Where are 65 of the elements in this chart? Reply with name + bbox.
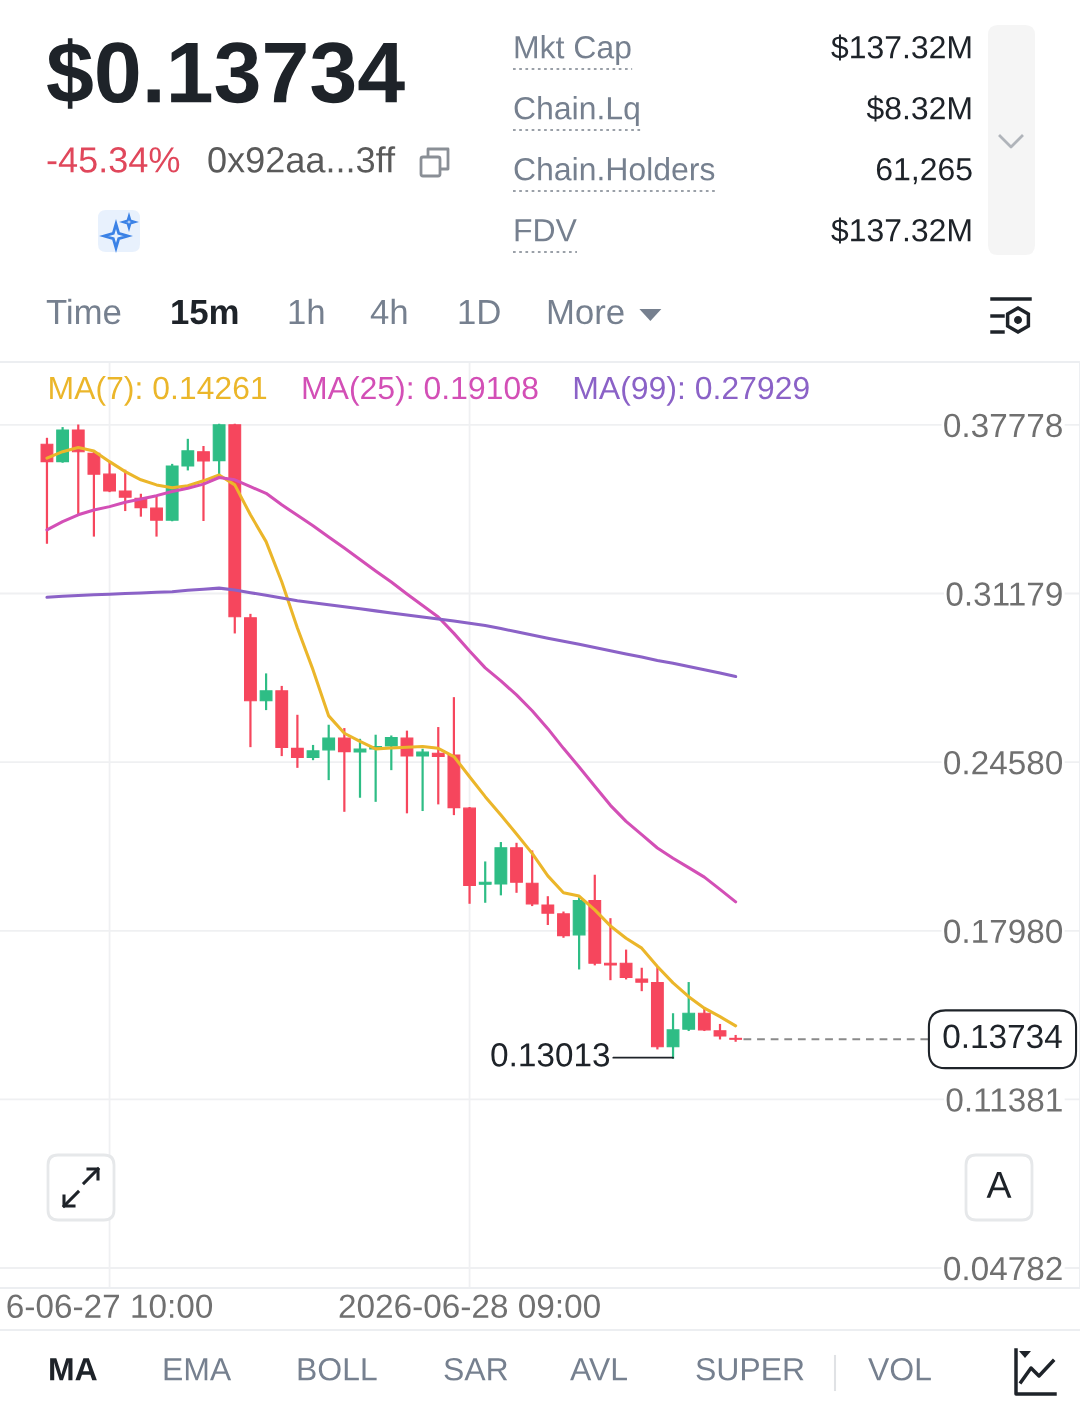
text: MA(25): 0.19108 bbox=[303, 375, 538, 406]
candlestick bbox=[181, 438, 195, 471]
text: Mkt Cap bbox=[515, 35, 631, 65]
candlestick bbox=[604, 918, 617, 981]
chart-title: $0.13734 bbox=[47, 38, 405, 109]
y-tick-label: 0.31179 bbox=[946, 582, 1062, 606]
text: 4h bbox=[370, 298, 407, 324]
text: 1D bbox=[459, 300, 500, 324]
text: 1h bbox=[289, 298, 324, 324]
candlestick bbox=[337, 728, 351, 812]
line-series bbox=[45, 586, 738, 679]
candlestick bbox=[322, 724, 336, 781]
annotation: 0.13013 bbox=[491, 1043, 610, 1067]
text: BOLL bbox=[298, 1357, 377, 1381]
candlestick bbox=[478, 861, 492, 903]
x-tick-label: 2026-06-28 09:00 bbox=[339, 1294, 600, 1319]
candlestick bbox=[290, 714, 304, 768]
candlestick bbox=[400, 730, 414, 814]
text: AVL bbox=[570, 1358, 627, 1381]
candlestick bbox=[259, 673, 273, 711]
series-label: MA(7): 0.14261 bbox=[50, 375, 267, 406]
text: FDV bbox=[515, 219, 577, 242]
candlestick bbox=[384, 735, 398, 771]
candlestick bbox=[431, 727, 445, 805]
text: 15m bbox=[172, 300, 238, 325]
text: VOL bbox=[868, 1357, 931, 1381]
line-series bbox=[45, 475, 738, 904]
text: 61,265 bbox=[876, 157, 972, 185]
candlestick bbox=[197, 445, 210, 522]
candlestick bbox=[729, 1034, 743, 1042]
text: Time bbox=[46, 298, 121, 325]
candlestick bbox=[697, 1007, 711, 1032]
text: MA(99): 0.27929 bbox=[574, 375, 809, 406]
text: Chain.Holders bbox=[514, 157, 715, 181]
text: Chain.Lq bbox=[514, 96, 639, 126]
candlestick bbox=[103, 461, 116, 493]
text: SAR bbox=[444, 1357, 508, 1381]
y-tick-label: 0.11381 bbox=[946, 1088, 1062, 1112]
candlestick bbox=[150, 495, 163, 537]
text: MA bbox=[50, 1358, 97, 1381]
annotation: A bbox=[986, 1171, 1012, 1198]
text: $8.32M bbox=[866, 95, 971, 122]
ref-line-label: 0.13734 bbox=[943, 1024, 1062, 1049]
candlestick bbox=[525, 850, 539, 907]
candlestick bbox=[682, 982, 696, 1032]
text: More bbox=[548, 300, 624, 325]
y-tick-label: 0.04782 bbox=[944, 1256, 1062, 1281]
y-tick-label: 0.17980 bbox=[944, 919, 1063, 944]
text: $137.32M bbox=[831, 34, 971, 61]
candlestick bbox=[416, 748, 430, 812]
x-tick-label: 6-06-27 10:00 bbox=[7, 1294, 213, 1319]
text: 0x92aa...3ff bbox=[208, 146, 396, 173]
candlestick bbox=[635, 967, 649, 992]
candlestick bbox=[353, 738, 367, 798]
text: SUPER bbox=[696, 1357, 804, 1381]
text: EMA bbox=[164, 1358, 232, 1381]
candlestick bbox=[541, 896, 555, 925]
candlestick bbox=[619, 949, 633, 980]
candlestick bbox=[87, 452, 101, 537]
y-tick-label: 0.37778 bbox=[944, 413, 1062, 438]
candlestick bbox=[666, 1013, 680, 1059]
y-tick-label: 0.24580 bbox=[944, 750, 1063, 775]
candlestick bbox=[557, 911, 570, 938]
text: -45.34% bbox=[47, 147, 180, 173]
text: $137.32M bbox=[831, 217, 971, 244]
